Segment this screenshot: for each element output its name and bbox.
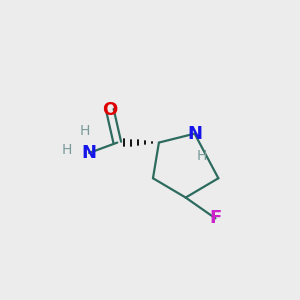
Text: N: N — [82, 144, 97, 162]
Text: H: H — [61, 143, 72, 157]
Text: O: O — [102, 101, 118, 119]
Text: N: N — [187, 125, 202, 143]
Text: H: H — [80, 124, 90, 138]
Text: F: F — [209, 209, 221, 227]
Text: H: H — [197, 149, 207, 163]
